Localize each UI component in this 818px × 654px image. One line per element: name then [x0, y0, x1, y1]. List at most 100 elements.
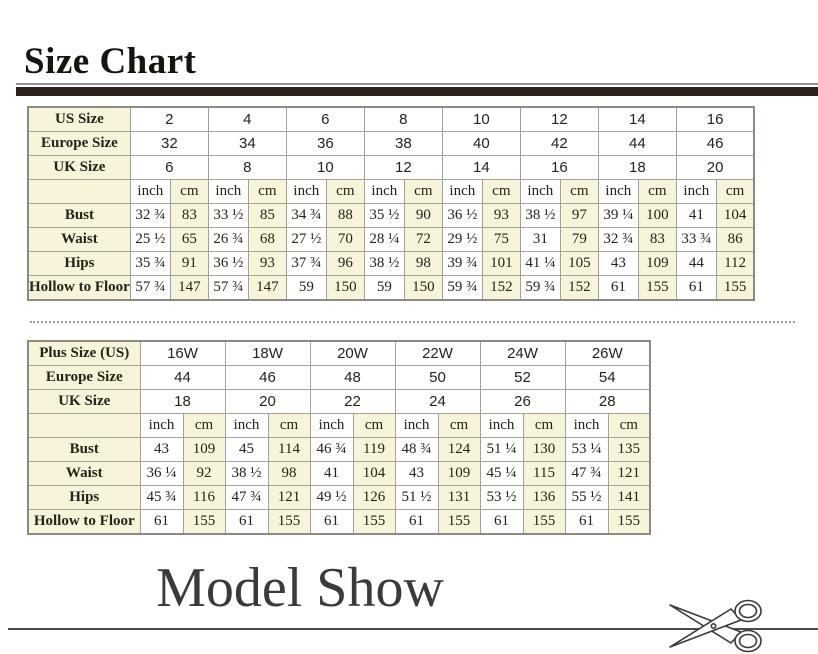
cm-value-cell: 79: [559, 227, 599, 252]
inch-value-cell: 59: [285, 275, 327, 301]
cm-value-cell: 105: [559, 251, 599, 276]
unit-inch-cell: inch: [309, 413, 354, 438]
inch-value-cell: 45 ¼: [479, 461, 524, 486]
inch-value-cell: 61: [309, 509, 354, 535]
cm-value-cell: 93: [481, 203, 521, 228]
inch-value-cell: 55 ½: [564, 485, 609, 510]
cm-value-cell: 98: [403, 251, 443, 276]
dotted-separator: [30, 321, 795, 323]
unit-cm-cell: cm: [522, 413, 566, 438]
cm-value-cell: 97: [559, 203, 599, 228]
inch-value-cell: 32 ¾: [597, 227, 639, 252]
inch-value-cell: 46 ¾: [309, 437, 354, 462]
size-value-cell: 8: [207, 155, 287, 180]
inch-value-cell: 59 ¾: [519, 275, 561, 301]
title-underline-thick: [16, 87, 818, 96]
cm-value-cell: 124: [437, 437, 481, 462]
inch-value-cell: 57 ¾: [207, 275, 249, 301]
inch-value-cell: 59 ¾: [441, 275, 483, 301]
row-label: Bust: [27, 203, 131, 228]
cm-value-cell: 147: [247, 275, 287, 301]
size-value-cell: 22W: [394, 340, 481, 366]
row-label: Plus Size (US): [27, 340, 141, 366]
inch-value-cell: 38 ½: [224, 461, 269, 486]
size-value-cell: 26: [479, 389, 566, 414]
unit-inch-cell: inch: [129, 179, 171, 204]
inch-value-cell: 41 ¼: [519, 251, 561, 276]
size-value-cell: 26W: [564, 340, 651, 366]
size-value-cell: 32: [129, 131, 209, 156]
measurement-row: Waist 25 ½ 65 26 ¾ 68 27 ½ 70 28 ¼ 72 29 ½ 75 31 79 3…: [27, 227, 755, 252]
size-value-cell: 36: [285, 131, 365, 156]
size-value-cell: 14: [597, 106, 677, 132]
cm-value-cell: 104: [715, 203, 755, 228]
cm-value-cell: 150: [403, 275, 443, 301]
unit-inch-cell: inch: [285, 179, 327, 204]
cm-value-cell: 152: [559, 275, 599, 301]
inch-value-cell: 31: [519, 227, 561, 252]
inch-value-cell: 43: [394, 461, 439, 486]
inch-value-cell: 37 ¾: [285, 251, 327, 276]
unit-inch-cell: inch: [207, 179, 249, 204]
size-value-cell: 4: [207, 106, 287, 132]
row-label: Waist: [27, 227, 131, 252]
cm-value-cell: 112: [715, 251, 755, 276]
size-value-cell: 46: [675, 131, 755, 156]
unit-inch-cell: inch: [441, 179, 483, 204]
unit-header-row: inch cm inch cm inch cm inch cm inch cm inch cm: [27, 413, 651, 438]
cm-value-cell: 115: [522, 461, 566, 486]
measurement-row: Hollow to Floor 57 ¾ 147 57 ¾ 147 59 150 59 150 5…: [27, 275, 755, 301]
size-value-cell: 52: [479, 365, 566, 390]
measurement-row: Waist 36 ¼ 92 38 ½ 98 41 104 43 109 45 ¼ 115 47 ¾ 12…: [27, 461, 651, 486]
row-label: UK Size: [27, 389, 141, 414]
unit-inch-cell: inch: [479, 413, 524, 438]
unit-inch-cell: inch: [675, 179, 717, 204]
size-value-cell: 12: [363, 155, 443, 180]
inch-value-cell: 51 ½: [394, 485, 439, 510]
scissors-screw: [710, 622, 717, 629]
row-label: US Size: [27, 106, 131, 132]
row-label: Hollow to Floor: [27, 509, 141, 535]
size-value-cell: 6: [285, 106, 365, 132]
size-value-cell: 22: [309, 389, 396, 414]
unit-inch-cell: inch: [139, 413, 184, 438]
inch-value-cell: 29 ½: [441, 227, 483, 252]
inch-value-cell: 39 ¼: [597, 203, 639, 228]
cm-value-cell: 65: [169, 227, 209, 252]
row-label: UK Size: [27, 155, 131, 180]
size-value-cell: 28: [564, 389, 651, 414]
unit-cm-cell: cm: [352, 413, 396, 438]
row-label: Hips: [27, 485, 141, 510]
inch-value-cell: 33 ½: [207, 203, 249, 228]
inch-value-cell: 61: [394, 509, 439, 535]
cm-value-cell: 136: [522, 485, 566, 510]
inch-value-cell: 44: [675, 251, 717, 276]
row-label: Hollow to Floor: [27, 275, 131, 301]
cm-value-cell: 155: [522, 509, 566, 535]
cm-value-cell: 150: [325, 275, 365, 301]
size-value-cell: 16: [675, 106, 755, 132]
unit-cm-cell: cm: [607, 413, 651, 438]
cm-value-cell: 155: [607, 509, 651, 535]
size-value-cell: 54: [564, 365, 651, 390]
cm-value-cell: 91: [169, 251, 209, 276]
unit-cm-cell: cm: [267, 413, 311, 438]
cm-value-cell: 68: [247, 227, 287, 252]
plus-size-table-body: Plus Size (US) 16W 18W 20W 22W 24W 26W Europe S…: [27, 340, 651, 535]
measurement-row: Bust 32 ¾ 83 33 ½ 85 34 ¾ 88 35 ½ 90 36 ½ 93 38 ½ 97…: [27, 203, 755, 228]
standard-size-table: US Size 2 4 6 8 10 12 14 16 Europe Size 32 34 36 38 40…: [27, 106, 756, 301]
size-value-cell: 16: [519, 155, 599, 180]
unit-cm-cell: cm: [182, 413, 226, 438]
inch-value-cell: 38 ½: [363, 251, 405, 276]
cm-value-cell: 92: [182, 461, 226, 486]
size-value-cell: 50: [394, 365, 481, 390]
size-value-cell: 20W: [309, 340, 396, 366]
size-value-cell: 40: [441, 131, 521, 156]
size-value-cell: 46: [224, 365, 311, 390]
row-label: Waist: [27, 461, 141, 486]
unit-cm-cell: cm: [247, 179, 287, 204]
inch-value-cell: 61: [139, 509, 184, 535]
size-value-cell: 38: [363, 131, 443, 156]
